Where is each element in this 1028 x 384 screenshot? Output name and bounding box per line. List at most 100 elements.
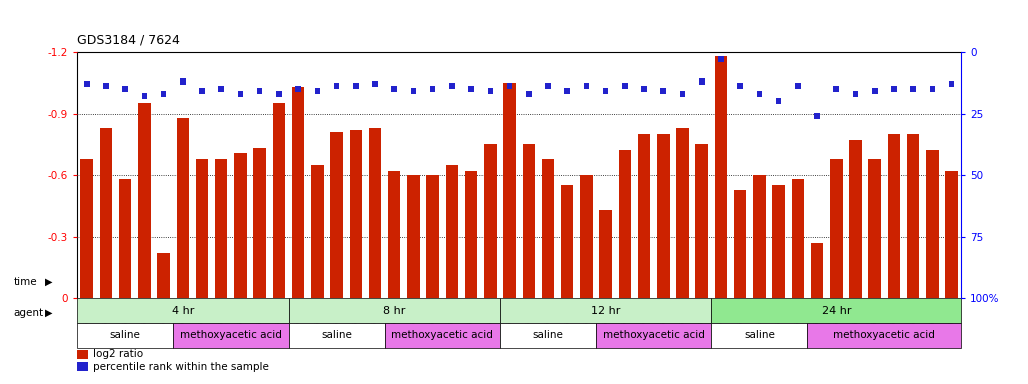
Bar — [157, 253, 170, 298]
Bar — [218, 86, 224, 92]
Text: ▶: ▶ — [45, 277, 52, 287]
Bar — [830, 159, 843, 298]
Bar — [926, 151, 939, 298]
Text: time: time — [13, 277, 37, 287]
Bar — [872, 88, 878, 94]
Bar — [907, 134, 919, 298]
Bar — [811, 243, 823, 298]
Bar — [289, 323, 384, 348]
Text: 8 hr: 8 hr — [383, 306, 405, 316]
Bar — [77, 362, 87, 371]
Bar — [272, 103, 285, 298]
Bar — [142, 93, 147, 99]
Bar — [504, 83, 516, 298]
Bar — [676, 128, 689, 298]
Bar — [637, 134, 651, 298]
Text: saline: saline — [321, 331, 352, 341]
Bar — [353, 83, 359, 89]
Bar — [330, 132, 342, 298]
Text: 24 hr: 24 hr — [821, 306, 851, 316]
Bar — [372, 81, 378, 87]
Bar — [887, 134, 901, 298]
Bar — [641, 86, 647, 92]
Bar — [103, 83, 109, 89]
Bar — [237, 91, 244, 97]
Bar — [757, 91, 762, 97]
Bar — [622, 83, 628, 89]
Text: saline: saline — [110, 331, 141, 341]
Bar — [410, 88, 416, 94]
Bar — [719, 56, 724, 62]
Text: methoxyacetic acid: methoxyacetic acid — [392, 331, 493, 341]
Bar — [561, 185, 574, 298]
Bar — [545, 83, 551, 89]
Bar — [507, 83, 512, 89]
Bar — [138, 103, 151, 298]
Bar — [500, 298, 711, 323]
Bar — [484, 144, 497, 298]
Bar — [680, 91, 686, 97]
Text: 4 hr: 4 hr — [172, 306, 194, 316]
Bar — [500, 323, 596, 348]
Bar — [84, 81, 89, 87]
Bar — [714, 56, 727, 298]
Bar — [792, 179, 804, 298]
Bar — [772, 185, 784, 298]
Bar — [542, 159, 554, 298]
Bar — [580, 175, 593, 298]
Bar — [696, 144, 708, 298]
Bar — [295, 86, 301, 92]
Bar — [891, 86, 896, 92]
Text: 12 hr: 12 hr — [591, 306, 620, 316]
Bar — [526, 91, 531, 97]
Bar — [100, 128, 112, 298]
Text: percentile rank within the sample: percentile rank within the sample — [93, 362, 269, 372]
Bar — [869, 159, 881, 298]
Bar — [350, 130, 362, 298]
Bar — [77, 298, 289, 323]
Text: agent: agent — [13, 308, 43, 318]
Bar — [834, 86, 839, 92]
Bar — [911, 86, 916, 92]
Bar — [465, 171, 477, 298]
Text: methoxyacetic acid: methoxyacetic acid — [834, 331, 935, 341]
Bar — [711, 323, 807, 348]
Bar — [449, 83, 454, 89]
Bar — [599, 210, 612, 298]
Bar — [80, 159, 93, 298]
Bar — [711, 298, 961, 323]
Text: methoxyacetic acid: methoxyacetic acid — [180, 331, 282, 341]
Bar — [564, 88, 570, 94]
Bar — [195, 159, 209, 298]
Text: ▶: ▶ — [45, 308, 52, 318]
Bar — [737, 83, 743, 89]
Text: saline: saline — [744, 331, 775, 341]
Bar — [277, 91, 282, 97]
Bar — [699, 78, 704, 84]
Bar — [754, 175, 766, 298]
Bar — [289, 298, 500, 323]
Bar — [849, 140, 861, 298]
Bar — [257, 88, 262, 94]
Bar — [173, 323, 289, 348]
Bar — [852, 91, 858, 97]
Bar — [369, 128, 381, 298]
Bar — [469, 86, 474, 92]
Bar — [584, 83, 589, 89]
Bar — [388, 171, 401, 298]
Bar — [946, 171, 958, 298]
Bar — [77, 349, 87, 359]
Bar — [445, 165, 458, 298]
Bar — [602, 88, 609, 94]
Bar — [315, 88, 320, 94]
Bar — [487, 88, 493, 94]
Bar — [619, 151, 631, 298]
Bar — [122, 86, 127, 92]
Text: saline: saline — [533, 331, 563, 341]
Bar — [776, 98, 781, 104]
Bar — [522, 144, 535, 298]
Bar — [177, 118, 189, 298]
Bar — [657, 134, 669, 298]
Bar — [215, 159, 227, 298]
Bar — [929, 86, 935, 92]
